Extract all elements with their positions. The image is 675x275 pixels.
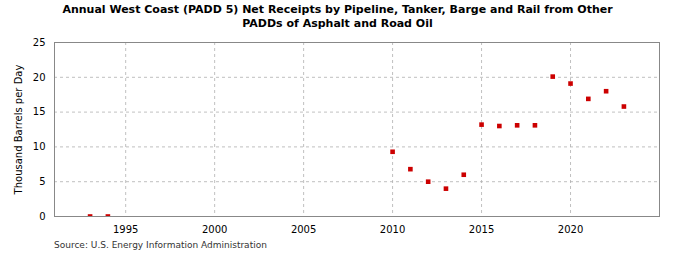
- svg-text:10: 10: [33, 141, 46, 152]
- svg-text:0: 0: [39, 210, 45, 221]
- svg-text:5: 5: [39, 175, 45, 186]
- svg-text:2005: 2005: [291, 223, 316, 234]
- html-text:Source: U.S. Energy Informatio: Source: U.S. Energy Information Administ…: [54, 239, 267, 250]
- html-text:Annual West Coast (PADD 5) Net: Annual West Coast (PADD 5) Net Receipts …: [62, 3, 613, 31]
- svg-text:2000: 2000: [202, 223, 227, 234]
- svg-text:Thousand Barrels per Day: Thousand Barrels per Day: [13, 64, 24, 195]
- svg-text:2015: 2015: [469, 223, 494, 234]
- svg-text:2010: 2010: [380, 223, 405, 234]
- svg-text:1995: 1995: [113, 223, 138, 234]
- svg-text:20: 20: [33, 71, 46, 82]
- svg-text:2020: 2020: [558, 223, 583, 234]
- svg-text:25: 25: [33, 36, 46, 47]
- svg-text:15: 15: [33, 106, 46, 117]
